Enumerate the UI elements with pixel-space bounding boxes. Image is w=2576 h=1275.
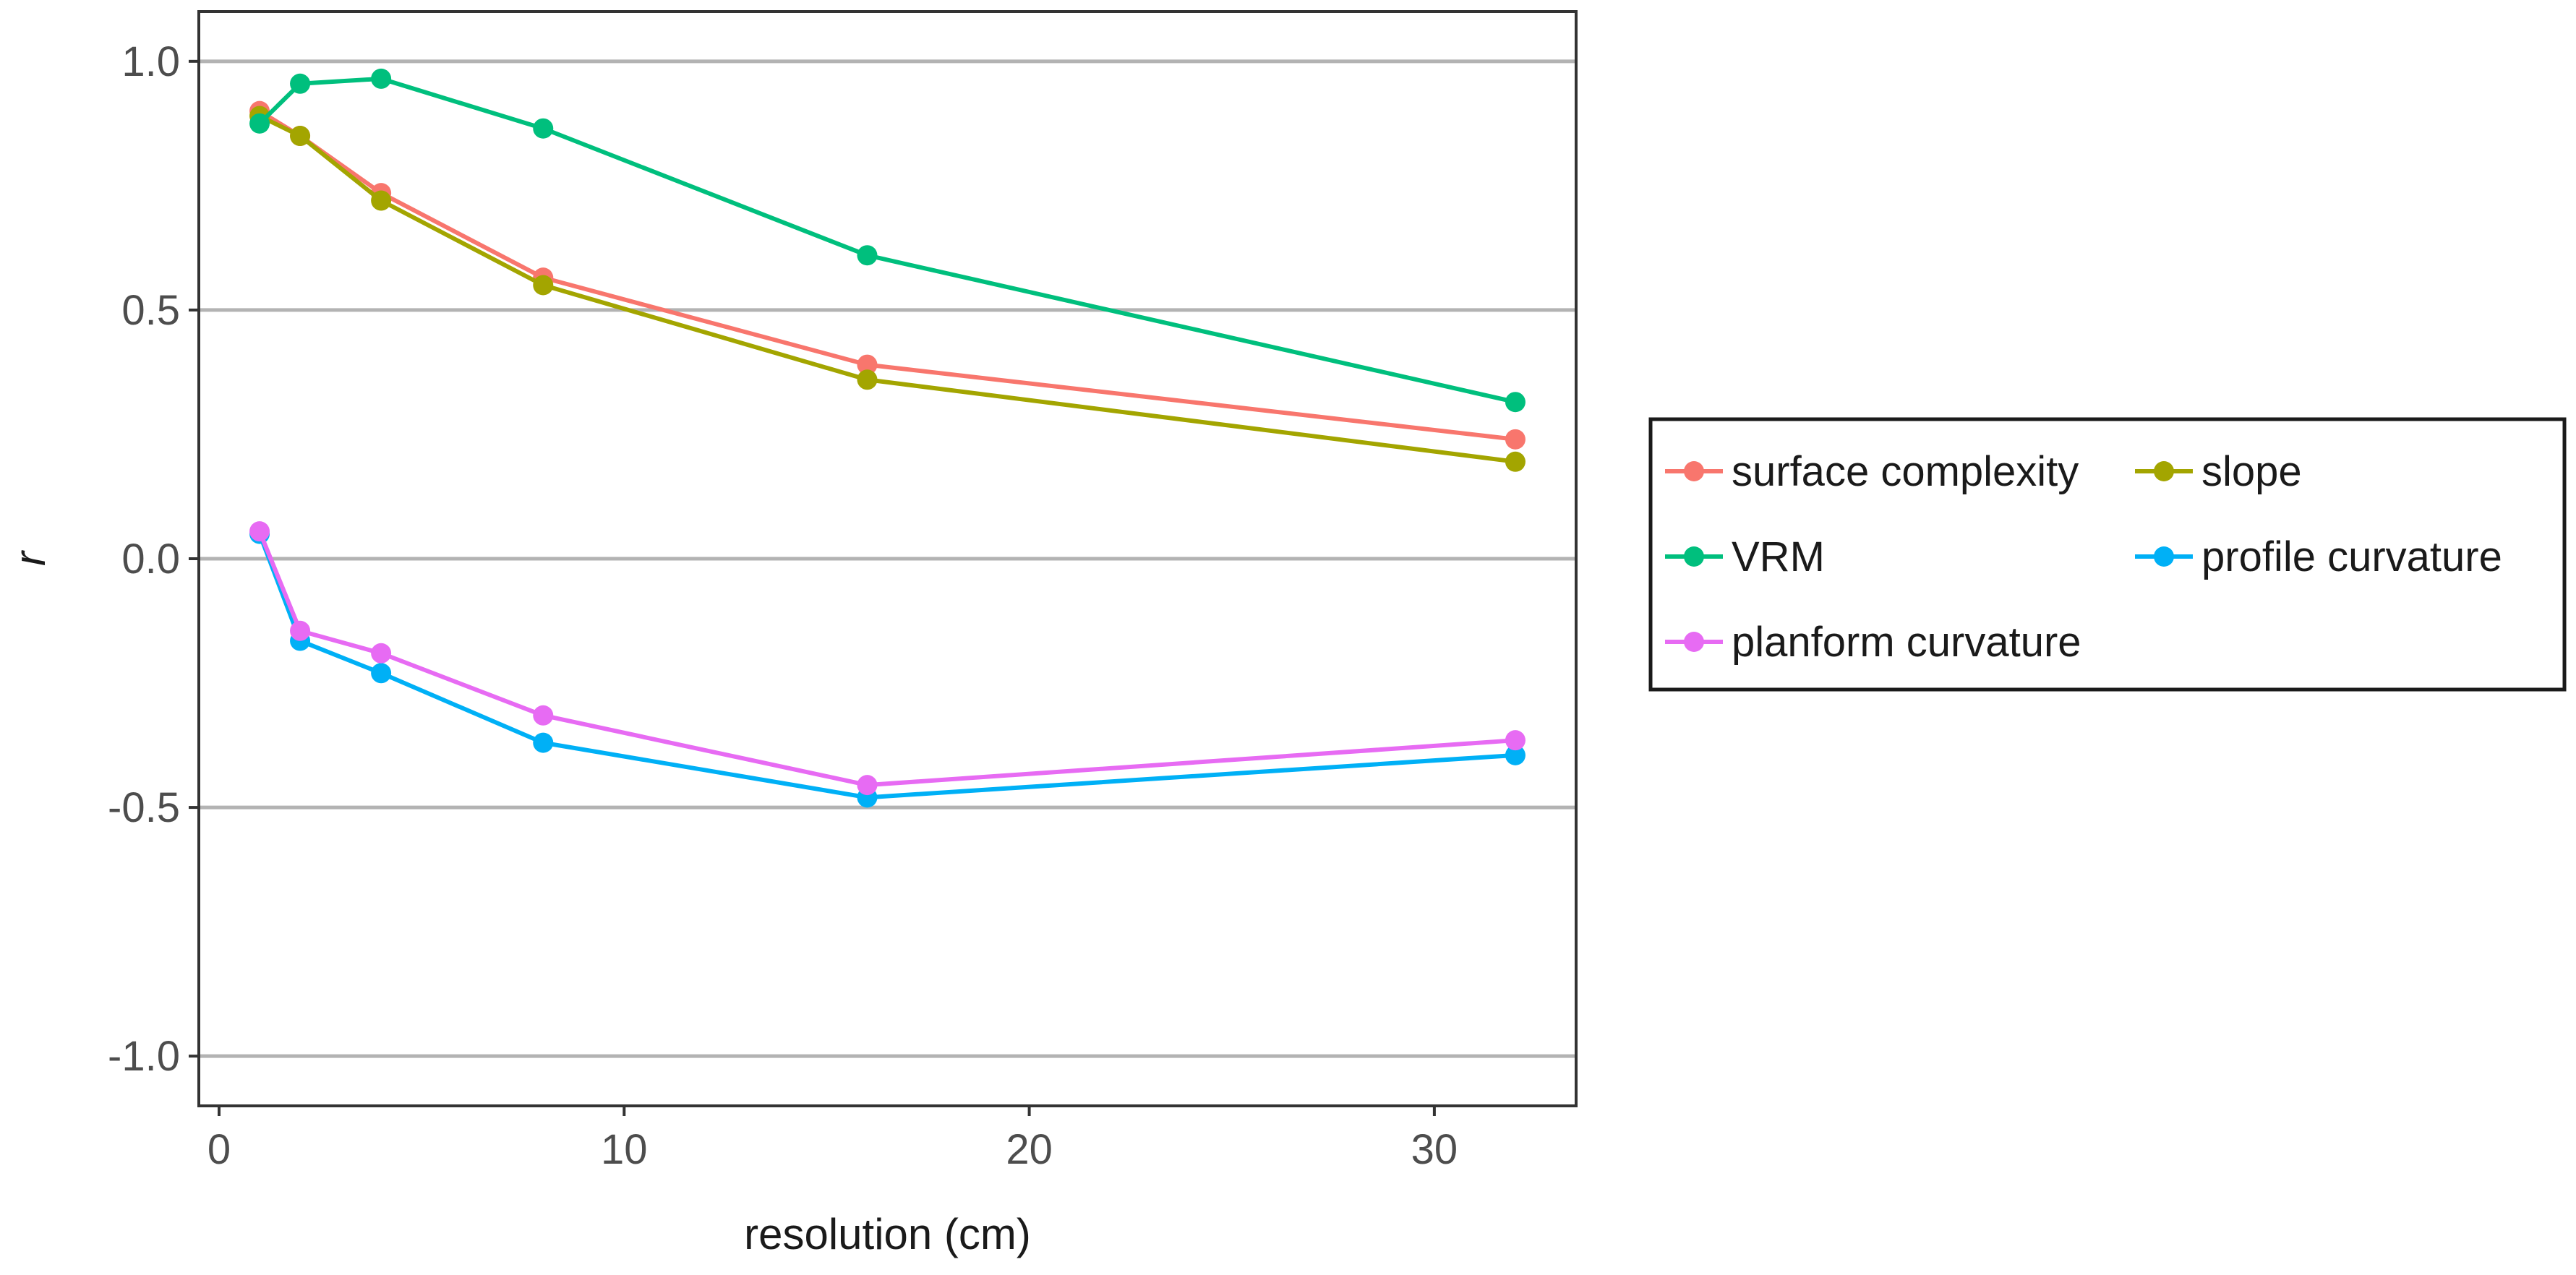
legend-label: slope [2201,448,2302,495]
data-point-surface-complexity [1505,429,1526,450]
series-line-vrm [257,76,1516,405]
series-planform-curvature [249,521,1526,796]
legend-key-point [2154,546,2174,567]
data-point-vrm [249,113,270,134]
data-point-vrm [533,118,554,139]
legend-label: surface complexity [1732,448,2079,495]
legend-label: profile curvature [2201,533,2502,580]
legend-item-slope: slope [2135,448,2302,495]
legend-item-surface-complexity: surface complexity [1665,448,2079,495]
data-point-vrm [371,68,392,89]
legend-box [1648,417,2567,692]
data-point-vrm [290,73,311,94]
legend-label: VRM [1732,533,1825,580]
data-point-planform-curvature [1505,730,1526,751]
legend-item-planform-curvature: planform curvature [1665,619,2081,666]
series-vrm [249,68,1526,413]
x-tick-label: 10 [601,1126,648,1173]
data-point-slope [857,369,878,390]
data-point-profile-curvature [533,732,554,753]
legend: surface complexity slope VRM profile curvat… [1648,417,2567,692]
legend-key-point [1684,546,1704,567]
y-tick-label: 0.5 [121,287,180,334]
data-point-planform-curvature [857,775,878,796]
axes: 1.0 0.5 0.0 -0.5 -1.0 0 10 20 30 [108,38,1458,1173]
legend-key-point [1684,461,1704,481]
data-point-slope [1505,451,1526,472]
data-point-planform-curvature [533,705,554,726]
x-tick-label: 30 [1411,1126,1458,1173]
data-point-vrm [857,245,878,266]
data-point-vrm [1505,392,1526,413]
y-tick-label: 0.0 [121,536,180,583]
series-slope [249,106,1526,472]
y-tick-label: 1.0 [121,38,180,85]
series-line-profile-curvature [257,533,1516,800]
data-point-slope [371,190,392,211]
data-point-planform-curvature [371,643,392,664]
data-series [249,68,1526,808]
legend-item-vrm: VRM [1665,533,1825,580]
data-point-planform-curvature [290,620,311,641]
x-tick-label: 20 [1006,1126,1053,1173]
legend-item-profile-curvature: profile curvature [2135,533,2502,580]
data-point-slope [290,126,311,147]
legend-label: planform curvature [1732,619,2081,666]
data-point-profile-curvature [1505,744,1526,765]
series-line-surface-complexity [258,109,1516,442]
y-axis-title: r [6,550,54,566]
x-tick-label: 0 [207,1126,231,1173]
data-point-planform-curvature [249,521,270,542]
data-point-profile-curvature [371,663,392,684]
grid-lines [199,59,1576,1058]
legend-key-point [1684,632,1704,652]
series-surface-complexity [249,100,1526,450]
series-line-planform-curvature [257,531,1516,788]
legend-key-point [2154,461,2174,481]
x-axis-title: resolution (cm) [744,1210,1031,1258]
series-profile-curvature [249,523,1526,808]
data-point-slope [533,275,554,296]
data-point-surface-complexity [857,354,878,375]
y-tick-label: -0.5 [108,784,180,831]
series-line-slope [258,113,1516,464]
y-tick-label: -1.0 [108,1033,180,1080]
